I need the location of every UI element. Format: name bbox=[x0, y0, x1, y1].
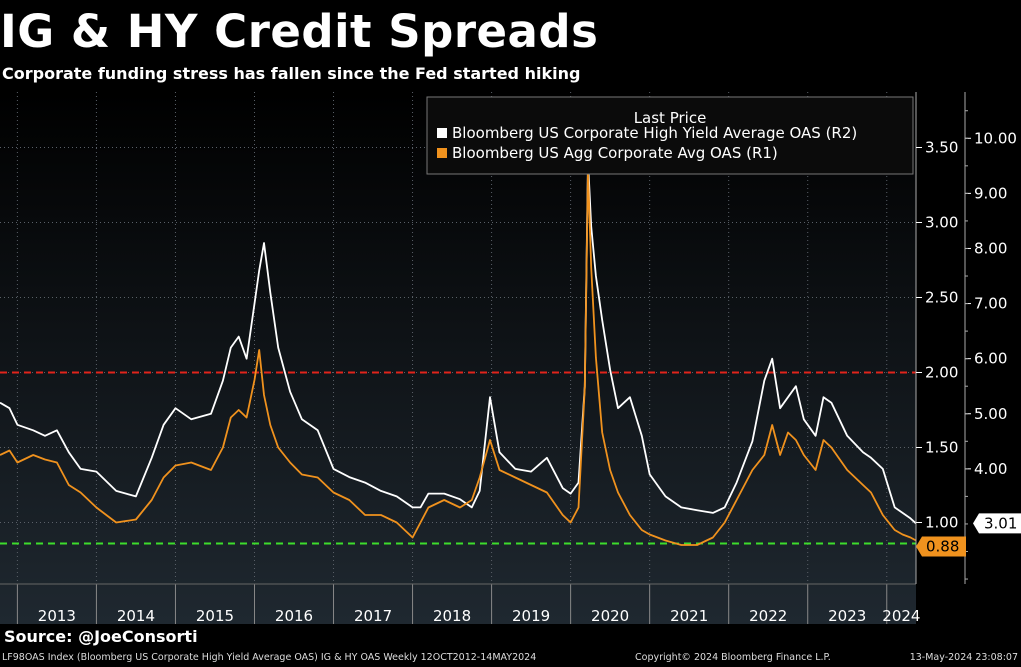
x-tick-label: 2018 bbox=[433, 607, 471, 625]
r1-tick-label: 1.50 bbox=[925, 439, 958, 457]
chart-subtitle: Corporate funding stress has fallen sinc… bbox=[2, 64, 581, 83]
x-tick-label: 2022 bbox=[749, 607, 787, 625]
x-tick-label: 2024 bbox=[882, 607, 920, 625]
r2-tick-label: 6.00 bbox=[974, 350, 1007, 368]
grid bbox=[0, 92, 916, 584]
r2-tick-label: 9.00 bbox=[974, 184, 1007, 202]
x-tick-label: 2015 bbox=[196, 607, 234, 625]
x-tick-label: 2013 bbox=[38, 607, 76, 625]
source-label: Source: @JoeConsorti bbox=[4, 627, 198, 646]
hy-last-value-tag bbox=[973, 513, 1021, 534]
x-tick-label: 2017 bbox=[354, 607, 392, 625]
x-tick-label: 2014 bbox=[117, 607, 155, 625]
series-group bbox=[0, 159, 917, 546]
reference-lines bbox=[0, 371, 916, 545]
r2-tick-label: 7.00 bbox=[974, 295, 1007, 313]
r1-tick-label: 1.00 bbox=[925, 514, 958, 532]
index-info: LF98OAS Index (Bloomberg US Corporate Hi… bbox=[2, 652, 537, 663]
end-labels: 3.01 0.88 bbox=[916, 513, 1021, 557]
legend-swatch-hy bbox=[437, 128, 447, 138]
r1-tick-label: 2.50 bbox=[925, 289, 958, 307]
x-tick-label: 2019 bbox=[512, 607, 550, 625]
legend-entry-ig: Bloomberg US Agg Corporate Avg OAS (R1) bbox=[452, 144, 778, 162]
r2-tick-label: 4.00 bbox=[974, 460, 1007, 478]
r1-tick-label: 3.00 bbox=[925, 214, 958, 232]
r1-tick-label: 3.50 bbox=[925, 139, 958, 157]
r2-tick-label: 8.00 bbox=[974, 239, 1007, 257]
plot-background bbox=[0, 92, 916, 624]
r2-tick-label: 10.00 bbox=[974, 129, 1017, 147]
ig-series-line bbox=[0, 169, 917, 546]
x-tick-label: 2016 bbox=[275, 607, 313, 625]
r1-tick-label: 2.00 bbox=[925, 364, 958, 382]
legend-title: Last Price bbox=[634, 109, 707, 127]
ig-last-value-label: 0.88 bbox=[926, 538, 959, 556]
ig-last-value-tag bbox=[916, 536, 966, 557]
x-tick-label: 2020 bbox=[591, 607, 629, 625]
legend-swatch-ig bbox=[437, 148, 447, 158]
legend-box bbox=[426, 96, 914, 175]
r2-tick-label: 5.00 bbox=[974, 405, 1007, 423]
x-tick-label: 2023 bbox=[828, 607, 866, 625]
chart-title: IG & HY Credit Spreads bbox=[0, 5, 599, 58]
timestamp: 13-May-2024 23:08:07 bbox=[909, 652, 1018, 663]
x-tick-label: 2021 bbox=[670, 607, 708, 625]
legend-entry-hy: Bloomberg US Corporate High Yield Averag… bbox=[452, 124, 857, 142]
axes: 2013 2014 2015 2016 2017 2018 2019 2020 2021 2022… bbox=[0, 92, 1017, 625]
copyright: Copyright© 2024 Bloomberg Finance L.P. bbox=[635, 652, 831, 663]
hy-series-line bbox=[0, 159, 917, 525]
hy-last-value-label: 3.01 bbox=[984, 514, 1017, 532]
